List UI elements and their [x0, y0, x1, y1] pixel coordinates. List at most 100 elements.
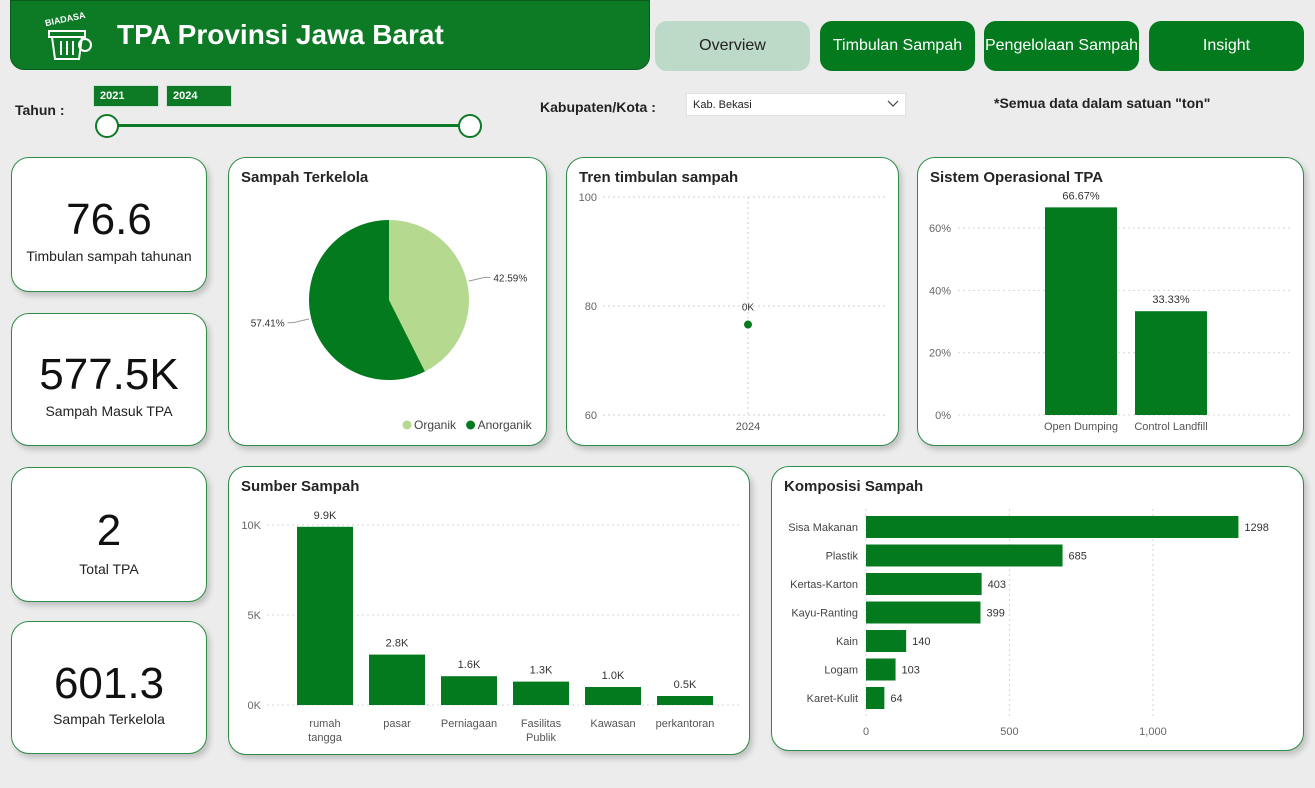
x-tick-label: Kawasan [590, 718, 635, 730]
bar-data-label: 1.0K [602, 670, 625, 682]
bar [1135, 311, 1207, 415]
y-tick-label: Plastik [826, 551, 859, 563]
chart-title: Sistem Operasional TPA [930, 169, 1104, 186]
chart-title: Tren timbulan sampah [579, 169, 739, 186]
pie-slice-anorganik [309, 220, 425, 380]
pie-slice-organik [389, 220, 469, 372]
x-tick-label: pasar [383, 718, 411, 730]
y-tick-label: 40% [929, 285, 951, 297]
city-dropdown[interactable]: Kab. Bekasi [686, 93, 906, 116]
year-to-input[interactable]: 2024 [166, 85, 232, 107]
x-tick-label: 2024 [736, 421, 760, 433]
y-tick-label: Logam [824, 665, 858, 677]
ops-bar-chart: 0% 20% 40% 60% 66.67% Open Dumping 33.33% Contr… [929, 190, 1293, 433]
y-tick-label: 100 [579, 192, 597, 204]
nav-pengelolaan-sampah-button[interactable]: Pengelolaan Sampah [984, 21, 1139, 71]
unit-note: *Semua data dalam satuan "ton" [994, 95, 1211, 111]
bar [297, 526, 353, 705]
data-point [744, 320, 752, 329]
page-title: TPA Provinsi Jawa Barat [117, 19, 444, 50]
year-from-input[interactable]: 2021 [93, 85, 159, 107]
header-banner: BIADASA TPA Provinsi Jawa Barat [10, 0, 650, 70]
y-tick-label: Kayu-Ranting [791, 608, 858, 620]
komposisi-sampah-card: Komposisi Sampah 0 500 1,000 Sisa Makanan 12… [771, 466, 1304, 751]
y-tick-label: 60% [929, 223, 951, 235]
legend-label: Organik [414, 418, 457, 432]
bar [513, 681, 569, 705]
x-tick-label: Fasilitas [521, 718, 562, 730]
x-tick-label: 1,000 [1139, 726, 1167, 738]
y-tick-label: Kertas-Karton [790, 579, 858, 591]
bar [866, 544, 1063, 567]
tren-timbulan-card: Tren timbulan sampah 60 80 100 0K 2024 [566, 157, 899, 446]
sistem-operasional-card: Sistem Operasional TPA 0% 20% 40% 60% 66.67%… [917, 157, 1304, 446]
x-tick-label: rumah [309, 718, 340, 730]
y-tick-label: 0K [248, 700, 262, 712]
bar-data-label: 9.9K [314, 510, 337, 522]
nav-timbulan-sampah-button[interactable]: Timbulan Sampah [820, 21, 975, 71]
kpi-label: Sampah Masuk TPA [45, 403, 173, 419]
bar-data-label: 1.3K [530, 665, 553, 677]
bar [1045, 207, 1117, 415]
year-slider-track[interactable] [107, 124, 469, 127]
nav-label: Timbulan Sampah [832, 37, 963, 54]
nav-overview-button[interactable]: Overview [655, 21, 810, 71]
y-tick-label: Kain [836, 636, 858, 648]
bar-data-label: 33.33% [1152, 294, 1190, 306]
pie-data-label: 57.41% [251, 319, 285, 330]
bar-data-label: 399 [986, 608, 1004, 620]
logo-text: BIADASA [44, 10, 87, 28]
bar [866, 601, 981, 624]
chart-title: Komposisi Sampah [784, 478, 924, 495]
kpi-value: 2 [96, 506, 122, 555]
nav-label: Overview [699, 37, 766, 54]
sampah-terkelola-card: Sampah Terkelola 42.59% 57.41% Organik Anor… [228, 157, 547, 446]
kpi-card-sampah-terkelola: 601.3 Sampah Terkelola [11, 621, 207, 754]
year-slider-end-handle[interactable] [458, 114, 482, 138]
x-tick-label: Publik [526, 732, 556, 744]
x-tick-label: Perniagaan [441, 718, 497, 730]
bar [657, 696, 713, 705]
x-tick-label: 500 [1000, 726, 1018, 738]
y-tick-label: 60 [585, 410, 597, 422]
year-label: Tahun : [15, 102, 65, 118]
x-tick-label: Control Landfill [1134, 421, 1207, 433]
x-tick-label: tangga [308, 732, 343, 744]
bar-data-label: 1298 [1244, 522, 1268, 534]
pie-leader-line [287, 318, 310, 324]
bar-data-label: 64 [890, 693, 902, 705]
city-label: Kabupaten/Kota : [540, 99, 656, 115]
y-tick-label: Sisa Makanan [788, 522, 858, 534]
sumber-sampah-card: Sumber Sampah 0K 5K 10K 9.9K rumah tangga 2.8K… [228, 466, 750, 755]
y-tick-label: 20% [929, 348, 951, 360]
bar-data-label: 103 [902, 665, 920, 677]
nav-insight-button[interactable]: Insight [1149, 21, 1304, 71]
bar-data-label: 66.67% [1062, 190, 1100, 202]
bar-data-label: 403 [988, 579, 1006, 591]
nav-label: Pengelolaan Sampah [984, 37, 1138, 54]
kpi-value: 577.5K [39, 350, 179, 399]
pie-data-label: 42.59% [493, 273, 527, 284]
y-tick-label: 0% [935, 410, 951, 422]
year-slider-start-handle[interactable] [95, 114, 119, 138]
kpi-card-timbulan: 76.6 Timbulan sampah tahunan [11, 157, 207, 292]
x-tick-label: perkantoran [656, 718, 715, 730]
trash-bin-logo-icon: BIADASA [41, 9, 97, 65]
x-tick-label: 0 [863, 726, 869, 738]
kpi-card-sampah-masuk: 577.5K Sampah Masuk TPA [11, 313, 207, 446]
y-tick-label: 5K [248, 610, 262, 622]
nav-label: Insight [1202, 37, 1251, 54]
trend-chart: 60 80 100 0K 2024 [579, 192, 885, 433]
bar [441, 676, 497, 705]
kpi-label: Timbulan sampah tahunan [26, 248, 192, 264]
y-tick-label: Karet-Kulit [807, 693, 858, 705]
sumber-bar-chart: 0K 5K 10K 9.9K rumah tangga 2.8K pasar 1.6K Perni… [241, 510, 741, 744]
komposisi-bar-chart: 0 500 1,000 Sisa Makanan 1298 Plastik 685 Kerta… [788, 509, 1269, 738]
bar-data-label: 1.6K [458, 659, 481, 671]
chart-title: Sampah Terkelola [241, 169, 369, 186]
bar [866, 630, 907, 652]
y-tick-label: 80 [585, 301, 597, 313]
legend-marker-anorganik [466, 420, 476, 430]
bar-data-label: 2.8K [386, 638, 409, 650]
legend-label: Anorganik [478, 418, 533, 432]
